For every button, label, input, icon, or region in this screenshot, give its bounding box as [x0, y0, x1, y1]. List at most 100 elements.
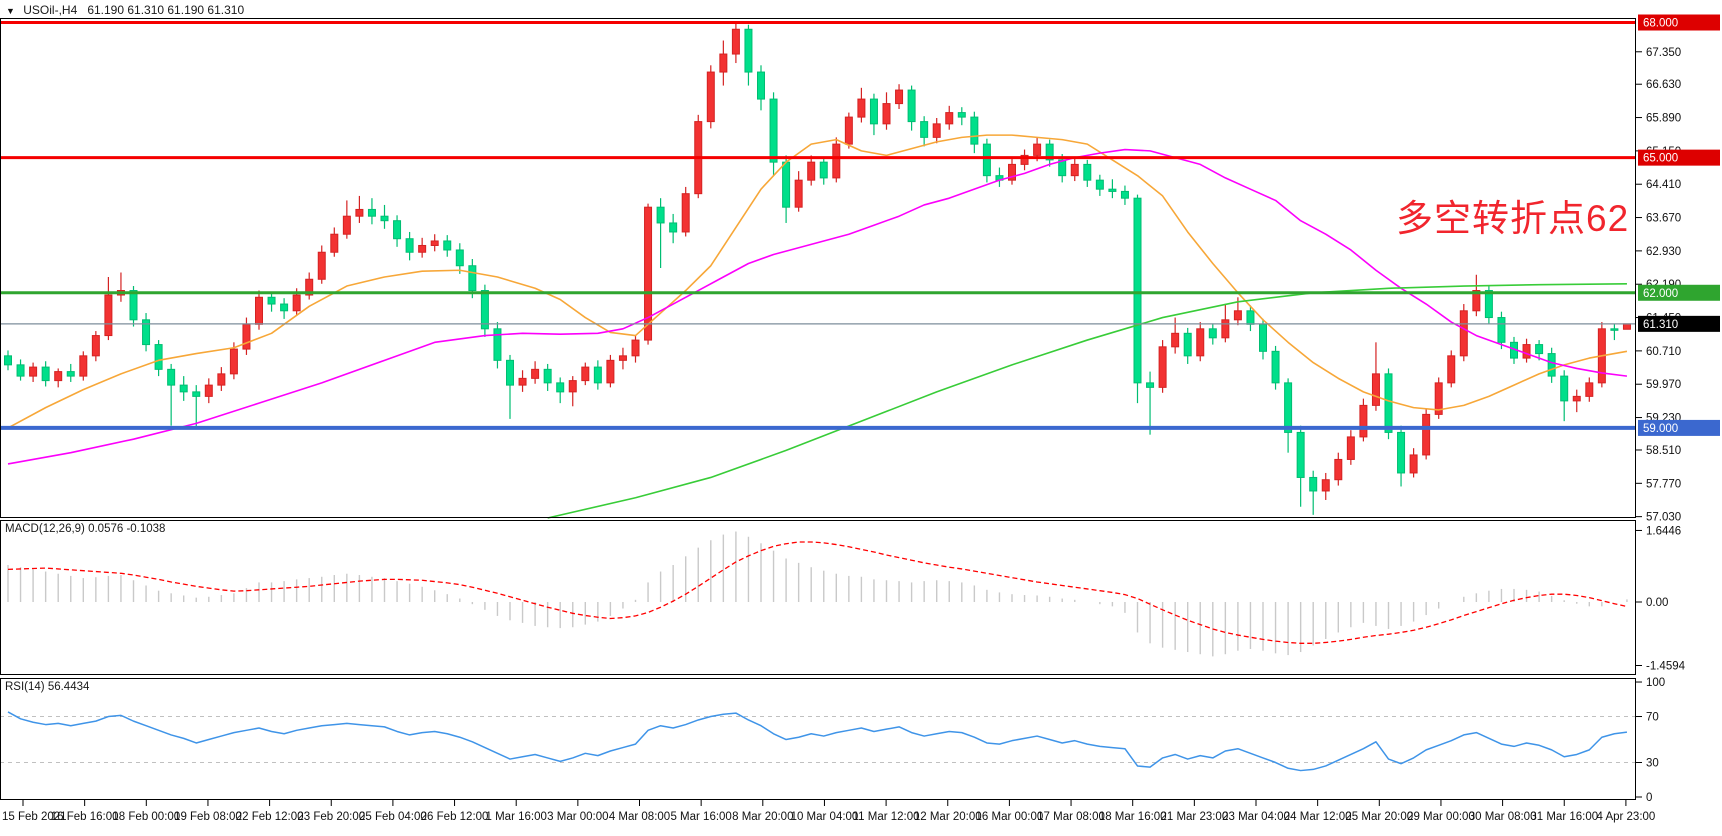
- candle-body: [242, 323, 251, 350]
- candle-body: [167, 368, 176, 386]
- macd-indicator-label: MACD(12,26,9) 0.0576 -0.1038: [5, 523, 166, 535]
- candle-body: [1422, 413, 1431, 456]
- candle-body: [844, 116, 853, 145]
- x-tick-label[interactable]: 19 Feb 08:00: [174, 811, 242, 823]
- ma-slow-green: [547, 282, 1627, 519]
- x-tick-label[interactable]: 1 Mar 16:00: [486, 811, 547, 823]
- x-tick-label[interactable]: 11 Mar 12:00: [853, 811, 920, 823]
- candle-body: [945, 112, 954, 125]
- candle-body: [1321, 479, 1330, 492]
- y-tick-label[interactable]: 60.710: [1646, 346, 1681, 358]
- candle-body: [1221, 319, 1230, 339]
- candle-body: [857, 98, 866, 118]
- y-tick-label[interactable]: 59.970: [1646, 379, 1681, 391]
- chart-text-annotation[interactable]: 多空转折点62: [1396, 198, 1630, 239]
- x-tick-label[interactable]: 31 Mar 16:00: [1530, 811, 1598, 823]
- candle-body: [907, 89, 916, 123]
- x-tick-label[interactable]: 30 Mar 08:00: [1469, 811, 1537, 823]
- candle-body: [568, 380, 577, 393]
- candle-body: [1058, 159, 1067, 177]
- y-tick-label[interactable]: 65.890: [1646, 113, 1681, 125]
- candle-body: [280, 303, 289, 312]
- x-tick-label[interactable]: 4 Apr 23:00: [1596, 811, 1655, 823]
- candle-body: [468, 265, 477, 292]
- candle-body: [1208, 328, 1217, 339]
- x-tick-label[interactable]: 12 Mar 20:00: [914, 811, 982, 823]
- x-tick-label[interactable]: 8 Mar 20:00: [732, 811, 793, 823]
- candle-body: [430, 240, 439, 246]
- candle-body: [292, 294, 301, 312]
- y-tick-label[interactable]: 63.670: [1646, 213, 1681, 225]
- candle-body: [1384, 373, 1393, 433]
- y-tick-label[interactable]: 66.630: [1646, 79, 1681, 91]
- y-tick-label[interactable]: 64.410: [1646, 179, 1681, 191]
- x-tick-label[interactable]: 23 Mar 04:00: [1222, 811, 1290, 823]
- price-label-box: [1638, 14, 1720, 31]
- x-tick-label[interactable]: 26 Feb 12:00: [421, 811, 489, 823]
- x-tick-label[interactable]: 4 Mar 08:00: [609, 811, 670, 823]
- rsi-tick-label[interactable]: 0: [1646, 792, 1652, 804]
- macd-tick-label[interactable]: 1.6446: [1646, 525, 1681, 537]
- candle-body: [330, 233, 339, 253]
- candle-body: [1133, 197, 1142, 384]
- candle-body: [104, 294, 113, 337]
- price-label-box: [1638, 419, 1720, 436]
- collapse-arrow-icon[interactable]: ▼: [6, 6, 15, 16]
- candle-body: [1459, 310, 1468, 357]
- x-tick-label[interactable]: 22 Feb 12:00: [236, 811, 304, 823]
- x-tick-label[interactable]: 5 Mar 16:00: [670, 811, 731, 823]
- candle-body: [129, 290, 138, 321]
- candle-body: [1610, 328, 1619, 331]
- x-tick-label[interactable]: 10 Mar 04:00: [791, 811, 859, 823]
- x-tick-label[interactable]: 24 Mar 12:00: [1284, 811, 1352, 823]
- y-tick-label[interactable]: 67.350: [1646, 47, 1681, 59]
- y-tick-label[interactable]: 57.770: [1646, 478, 1681, 490]
- candle-body: [1095, 179, 1104, 190]
- candle-body: [305, 278, 314, 296]
- ohlc-values: 61.190 61.310 61.190 61.310: [87, 3, 245, 17]
- x-tick-label[interactable]: 16 Mar 00:00: [976, 811, 1044, 823]
- macd-signal-line: [7, 541, 1628, 644]
- candle-body: [1309, 476, 1318, 492]
- candle-body: [506, 359, 514, 386]
- y-tick-label[interactable]: 57.030: [1646, 512, 1681, 524]
- x-tick-label[interactable]: 18 Feb 00:00: [112, 811, 180, 823]
- x-tick-label[interactable]: 3 Mar 00:00: [547, 811, 608, 823]
- candle-body: [970, 116, 979, 145]
- x-tick-label[interactable]: 15 Feb 2021: [2, 811, 67, 823]
- candle-body: [217, 373, 226, 386]
- candle-body: [1585, 382, 1594, 397]
- macd-tick-label[interactable]: -1.4594: [1646, 660, 1686, 672]
- y-tick-label[interactable]: 58.510: [1646, 445, 1681, 457]
- x-tick-label[interactable]: 25 Feb 04:00: [359, 811, 427, 823]
- candle-body: [957, 112, 966, 118]
- x-tick-label[interactable]: 16 Feb 16:00: [51, 811, 119, 823]
- candle-body: [367, 208, 376, 217]
- x-tick-label[interactable]: 21 Mar 23:00: [1160, 811, 1228, 823]
- candle-body: [1008, 163, 1016, 181]
- candle-body: [1547, 353, 1556, 377]
- candle-body: [1183, 332, 1192, 357]
- rsi-tick-label[interactable]: 30: [1646, 758, 1659, 770]
- candle-body: [1522, 344, 1531, 359]
- y-tick-label[interactable]: 62.930: [1646, 246, 1681, 258]
- candle-body: [29, 366, 38, 377]
- x-tick-label[interactable]: 23 Feb 20:00: [297, 811, 365, 823]
- price-label-box: [1638, 284, 1720, 301]
- rsi-tick-label[interactable]: 70: [1646, 712, 1659, 724]
- x-tick-label[interactable]: 29 Mar 00:00: [1407, 811, 1475, 823]
- x-tick-label[interactable]: 18 Mar 16:00: [1099, 811, 1167, 823]
- candle-body: [807, 161, 816, 181]
- candle-body: [1120, 190, 1129, 199]
- candle-body: [1497, 317, 1506, 343]
- candle-body: [1045, 143, 1054, 161]
- candle-body: [1020, 154, 1029, 165]
- macd-tick-label[interactable]: 0.00: [1646, 597, 1668, 609]
- ma-fast-orange: [7, 134, 1628, 429]
- x-tick-label[interactable]: 25 Mar 20:00: [1345, 811, 1413, 823]
- candle-body: [1334, 458, 1343, 481]
- candle-body: [54, 371, 63, 382]
- rsi-tick-label[interactable]: 100: [1646, 677, 1665, 689]
- x-tick-label[interactable]: 17 Mar 08:00: [1037, 811, 1105, 823]
